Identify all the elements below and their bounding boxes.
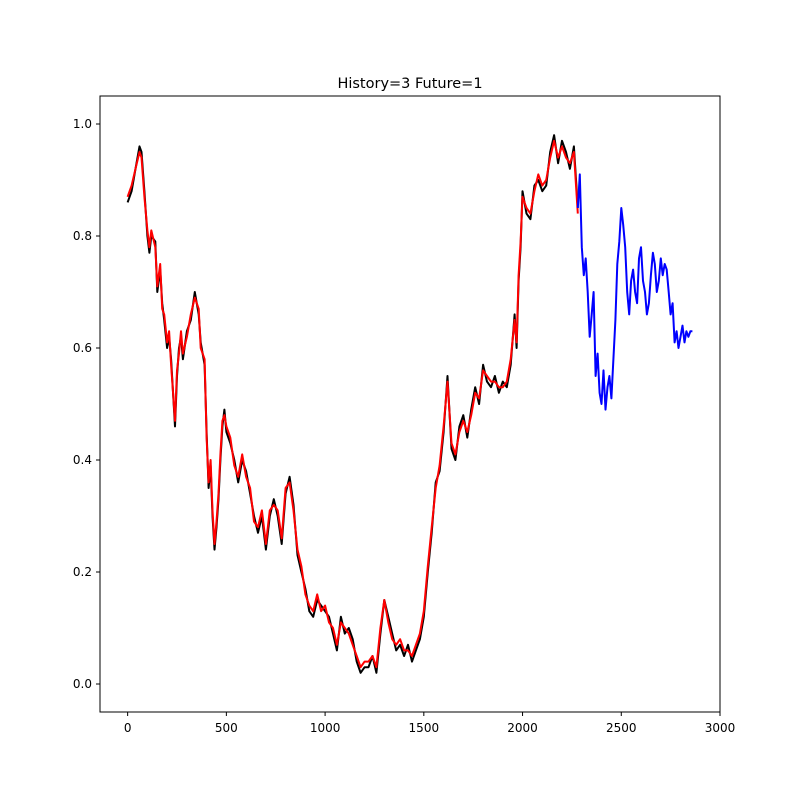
y-tick-label: 0.8 <box>73 229 92 243</box>
x-tick-label: 2500 <box>606 721 637 735</box>
y-tick-label: 1.0 <box>73 117 92 131</box>
y-axis: 0.0 0.2 0.4 0.6 0.8 1.0 <box>73 117 100 691</box>
x-tick-label: 3000 <box>705 721 736 735</box>
x-tick-label: 1500 <box>409 721 440 735</box>
plot-frame <box>99 95 721 713</box>
x-tick-label: 1000 <box>310 721 341 735</box>
y-tick-label: 0.6 <box>73 341 92 355</box>
y-tick-label: 0.2 <box>73 565 92 579</box>
x-tick-label: 0 <box>124 721 132 735</box>
series-line-3 <box>576 173 693 411</box>
series-layer <box>126 134 693 674</box>
chart-title: History=3 Future=1 <box>337 76 482 92</box>
y-tick-label: 0.0 <box>73 677 92 691</box>
series-line-2 <box>126 139 579 669</box>
x-axis: 0 500 1000 1500 2000 2500 3000 <box>124 712 735 735</box>
x-tick-label: 2000 <box>507 721 538 735</box>
y-tick-label: 0.4 <box>73 453 92 467</box>
x-tick-label: 500 <box>215 721 238 735</box>
